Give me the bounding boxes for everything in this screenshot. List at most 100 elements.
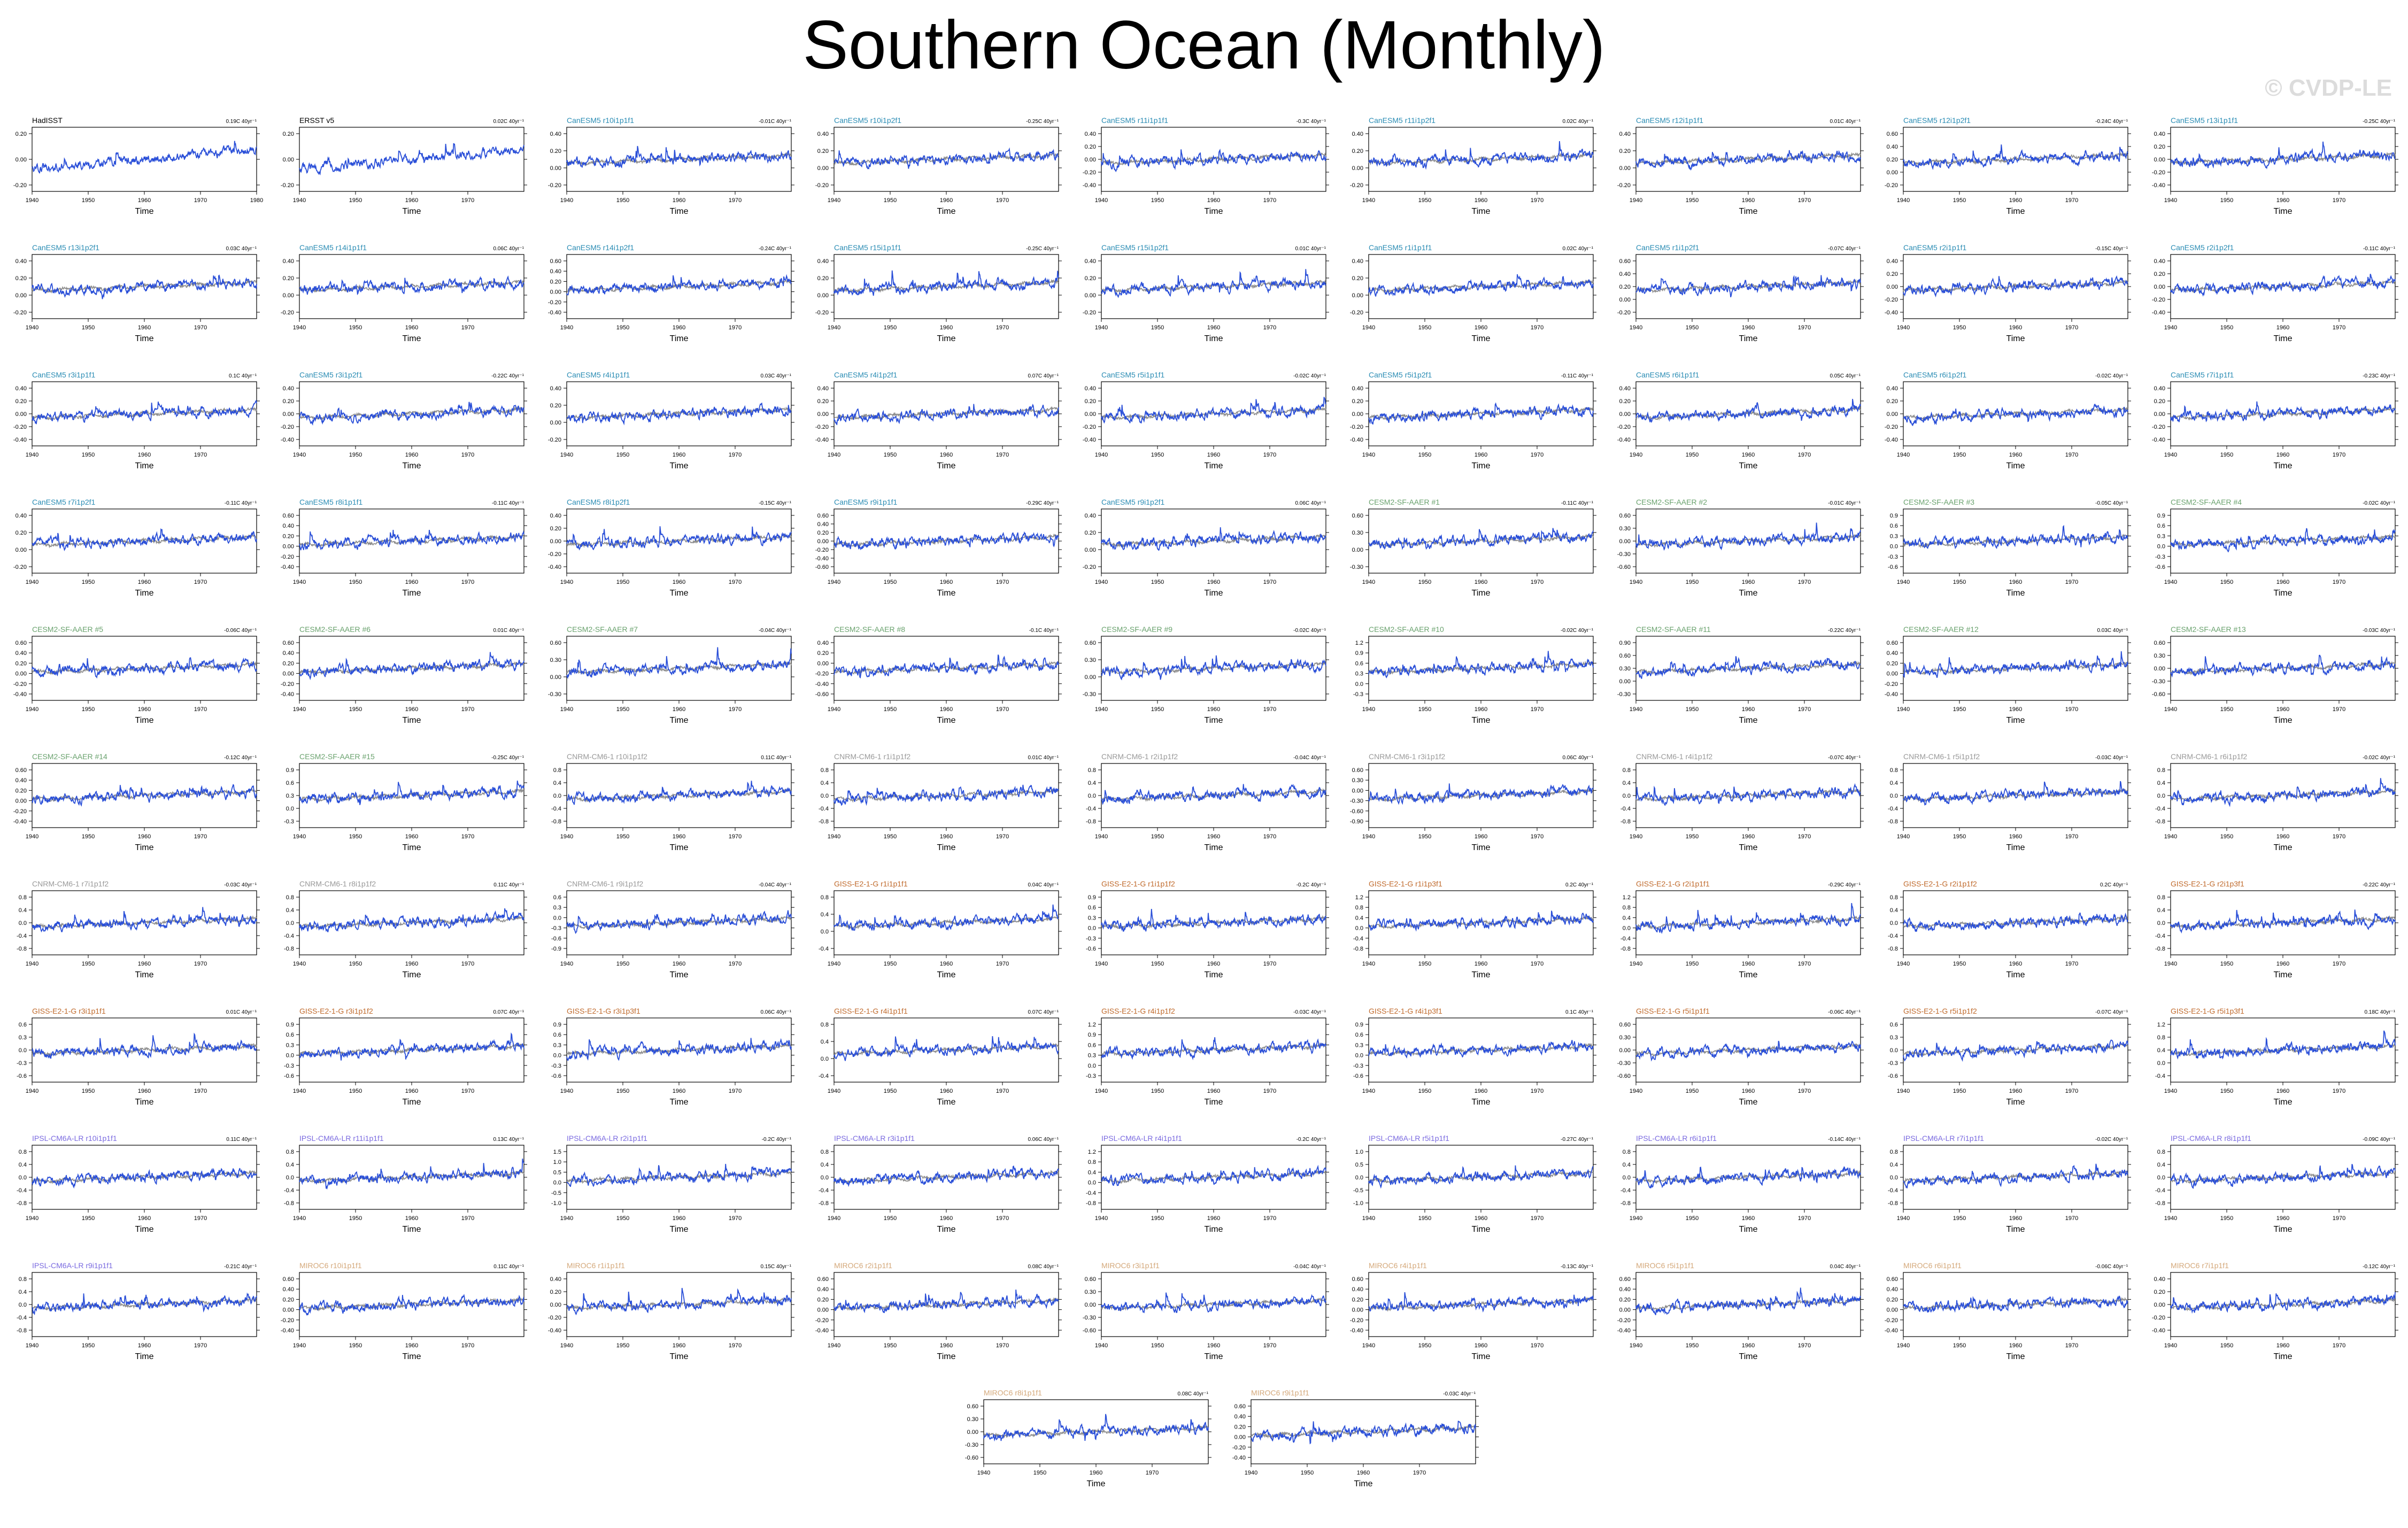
x-tick-label: 1960 [673,1215,685,1222]
timeseries-panel: CESM2-SF-AAER #8 -0.1C 40yr⁻¹ 0.40 0.20 0.00… [802,621,1069,748]
panel-trend-label: 0.19C 40yr⁻¹ [226,119,257,125]
x-tick-label: 1970 [2065,325,2078,331]
x-tick-label: 1950 [2220,961,2233,967]
series-line [1101,269,1326,298]
x-axis-label: Time [670,970,689,979]
y-tick-label: 0.00 [1352,165,1363,172]
x-tick-label: 1940 [560,1342,573,1349]
ensemble-mean-line [1101,1042,1326,1057]
panel-trend-label: 0.11C 40yr⁻¹ [761,755,791,761]
x-tick-label: 1950 [884,325,897,331]
y-tick-label: -0.30 [1617,691,1631,698]
panel-svg: CanESM5 r14i1p2f1 -0.24C 40yr⁻¹ 0.60 0.40 0.… [548,243,794,343]
series-line [299,652,524,681]
x-tick-label: 1970 [1413,1470,1426,1476]
panel-trend-label: 0.06C 40yr⁻¹ [1295,500,1326,506]
y-tick-label: 0.20 [16,530,27,536]
y-tick-label: -0.40 [2152,310,2165,316]
y-tick-label: -0.4 [819,806,829,812]
y-tick-label: 0.40 [550,385,561,392]
panel-svg: CanESM5 r7i1p1f1 -0.23C 40yr⁻¹ 0.40 0.20 0.0… [2152,371,2398,470]
y-tick-label: 0.4 [821,912,829,918]
timeseries-panel: IPSL-CM6A-LR r9i1p1f1 -0.21C 40yr⁻¹ 0.8 0.4… [0,1257,267,1385]
y-tick-label: -0.40 [1083,182,1096,189]
timeseries-panel: HadISST 0.19C 40yr⁻¹ 0.20 0.00 -0.20 1940 1950… [0,112,267,240]
y-tick-label: 0.00 [1619,1047,1631,1054]
y-tick-label: -0.3 [1086,936,1096,942]
panel-title: CESM2-SF-AAER #3 [1903,498,1974,506]
timeseries-panel: MIROC6 r6i1p1f1 -0.06C 40yr⁻¹ 0.60 0.40 0.20… [1871,1257,2139,1385]
panel-svg: GISS-E2-1-G r5i1p1f1 -0.06C 40yr⁻¹ 0.60 0.3… [1617,1007,1864,1107]
series-line [299,402,524,426]
y-tick-label: 0.8 [1355,905,1363,911]
y-tick-label: -0.60 [815,564,829,570]
y-tick-label: -0.20 [13,564,27,570]
y-tick-label: -0.3 [1086,1073,1096,1079]
y-tick-label: -0.20 [1885,182,1898,189]
timeseries-panel: MIROC6 r4i1p1f1 -0.13C 40yr⁻¹ 0.60 0.40 0.20… [1337,1257,1604,1385]
y-tick-label: -0.4 [2155,1187,2165,1194]
y-tick-label: 0.00 [1085,292,1096,299]
x-tick-label: 1940 [977,1470,990,1476]
timeseries-panel: GISS-E2-1-G r5i1p3f1 0.18C 40yr⁻¹ 1.2 0.8 0.… [2139,1003,2406,1130]
x-tick-label: 1950 [1418,706,1431,713]
x-tick-label: 1960 [1742,325,1755,331]
timeseries-panel: CNRM-CM6-1 r9i1p1f2 -0.04C 40yr⁻¹ 0.6 0.3 0.… [535,876,802,1003]
y-tick-label: -0.20 [548,551,561,558]
series-line [566,145,792,168]
x-axis-label: Time [670,589,689,598]
y-tick-label: 0.00 [1619,165,1631,172]
y-tick-label: 0.0 [286,806,294,812]
panel-title: CanESM5 r5i1p2f1 [1369,371,1432,379]
x-tick-label: 1950 [2220,197,2233,204]
timeseries-panel: GISS-E2-1-G r3i1p1f1 0.01C 40yr⁻¹ 0.6 0.3 0.… [0,1003,267,1130]
panel-title: GISS-E2-1-G r2i1p1f2 [1903,879,1977,888]
panel-svg: CESM2-SF-AAER #14 -0.12C 40yr⁻¹ 0.60 0.40 0.… [13,752,260,852]
panel-trend-label: -0.11C 40yr⁻¹ [2363,246,2396,252]
x-tick-label: 1960 [673,834,685,840]
panel-trend-label: -0.3C 40yr⁻¹ [1296,119,1326,125]
x-tick-label: 1970 [1263,325,1276,331]
y-tick-label: 0.00 [550,289,561,296]
y-tick-label: -0.20 [1350,310,1363,316]
x-tick-label: 1940 [1897,961,1910,967]
panel-title: CNRM-CM6-1 r9i1p1f2 [567,879,643,888]
timeseries-panel: CanESM5 r1i1p1f1 0.02C 40yr⁻¹ 0.40 0.20 0.00… [1337,240,1604,367]
x-tick-label: 1940 [1362,706,1375,713]
panel-trend-label: 0.06C 40yr⁻¹ [760,1009,791,1015]
x-tick-label: 1950 [2220,1342,2233,1349]
x-axis-label: Time [670,207,689,216]
panel-trend-label: 0.01C 40yr⁻¹ [226,1009,257,1015]
panel-svg: MIROC6 r9i1p1f1 -0.03C 40yr⁻¹ 0.60 0.40 0.20… [1232,1388,1479,1488]
panel-svg: IPSL-CM6A-LR r3i1p1f1 0.06C 40yr⁻¹ 0.8 0.4 0… [819,1134,1062,1234]
x-tick-label: 1950 [616,1088,629,1094]
panel-trend-label: -0.07C 40yr⁻¹ [1828,755,1861,761]
y-tick-label: 0.0 [2157,1060,2165,1067]
x-axis-label: Time [2274,334,2293,343]
timeseries-panel: CESM2-SF-AAER #6 0.01C 40yr⁻¹ 0.60 0.40 0.20… [267,621,535,748]
x-axis-label: Time [670,1225,689,1234]
y-tick-label: -0.4 [819,946,829,952]
x-tick-label: 1970 [461,452,474,458]
series-line [1635,1166,1861,1189]
x-tick-label: 1960 [2009,706,2022,713]
x-tick-label: 1960 [1475,452,1487,458]
plot-frame [1635,254,1861,319]
timeseries-panel: MIROC6 r2i1p1f1 0.08C 40yr⁻¹ 0.60 0.40 0.20 0… [802,1257,1069,1385]
panel-title: CanESM5 r11i1p2f1 [1369,116,1435,125]
y-tick-label: -0.20 [281,681,294,688]
x-tick-label: 1950 [884,706,897,713]
y-tick-label: 0.20 [16,275,27,282]
x-tick-label: 1950 [1151,1215,1164,1222]
x-axis-label: Time [403,1098,421,1107]
panel-trend-label: 0.01C 40yr⁻¹ [493,628,524,634]
series-line [1101,1292,1326,1314]
y-tick-label: 0.20 [1352,1297,1363,1303]
x-tick-label: 1970 [1263,961,1276,967]
panel-trend-label: -0.11C 40yr⁻¹ [492,500,524,506]
y-tick-label: 0.0 [1088,925,1096,932]
y-tick-label: 0.40 [16,777,27,784]
panel-trend-label: 0.06C 40yr⁻¹ [1562,755,1593,761]
series-line [1635,783,1861,806]
